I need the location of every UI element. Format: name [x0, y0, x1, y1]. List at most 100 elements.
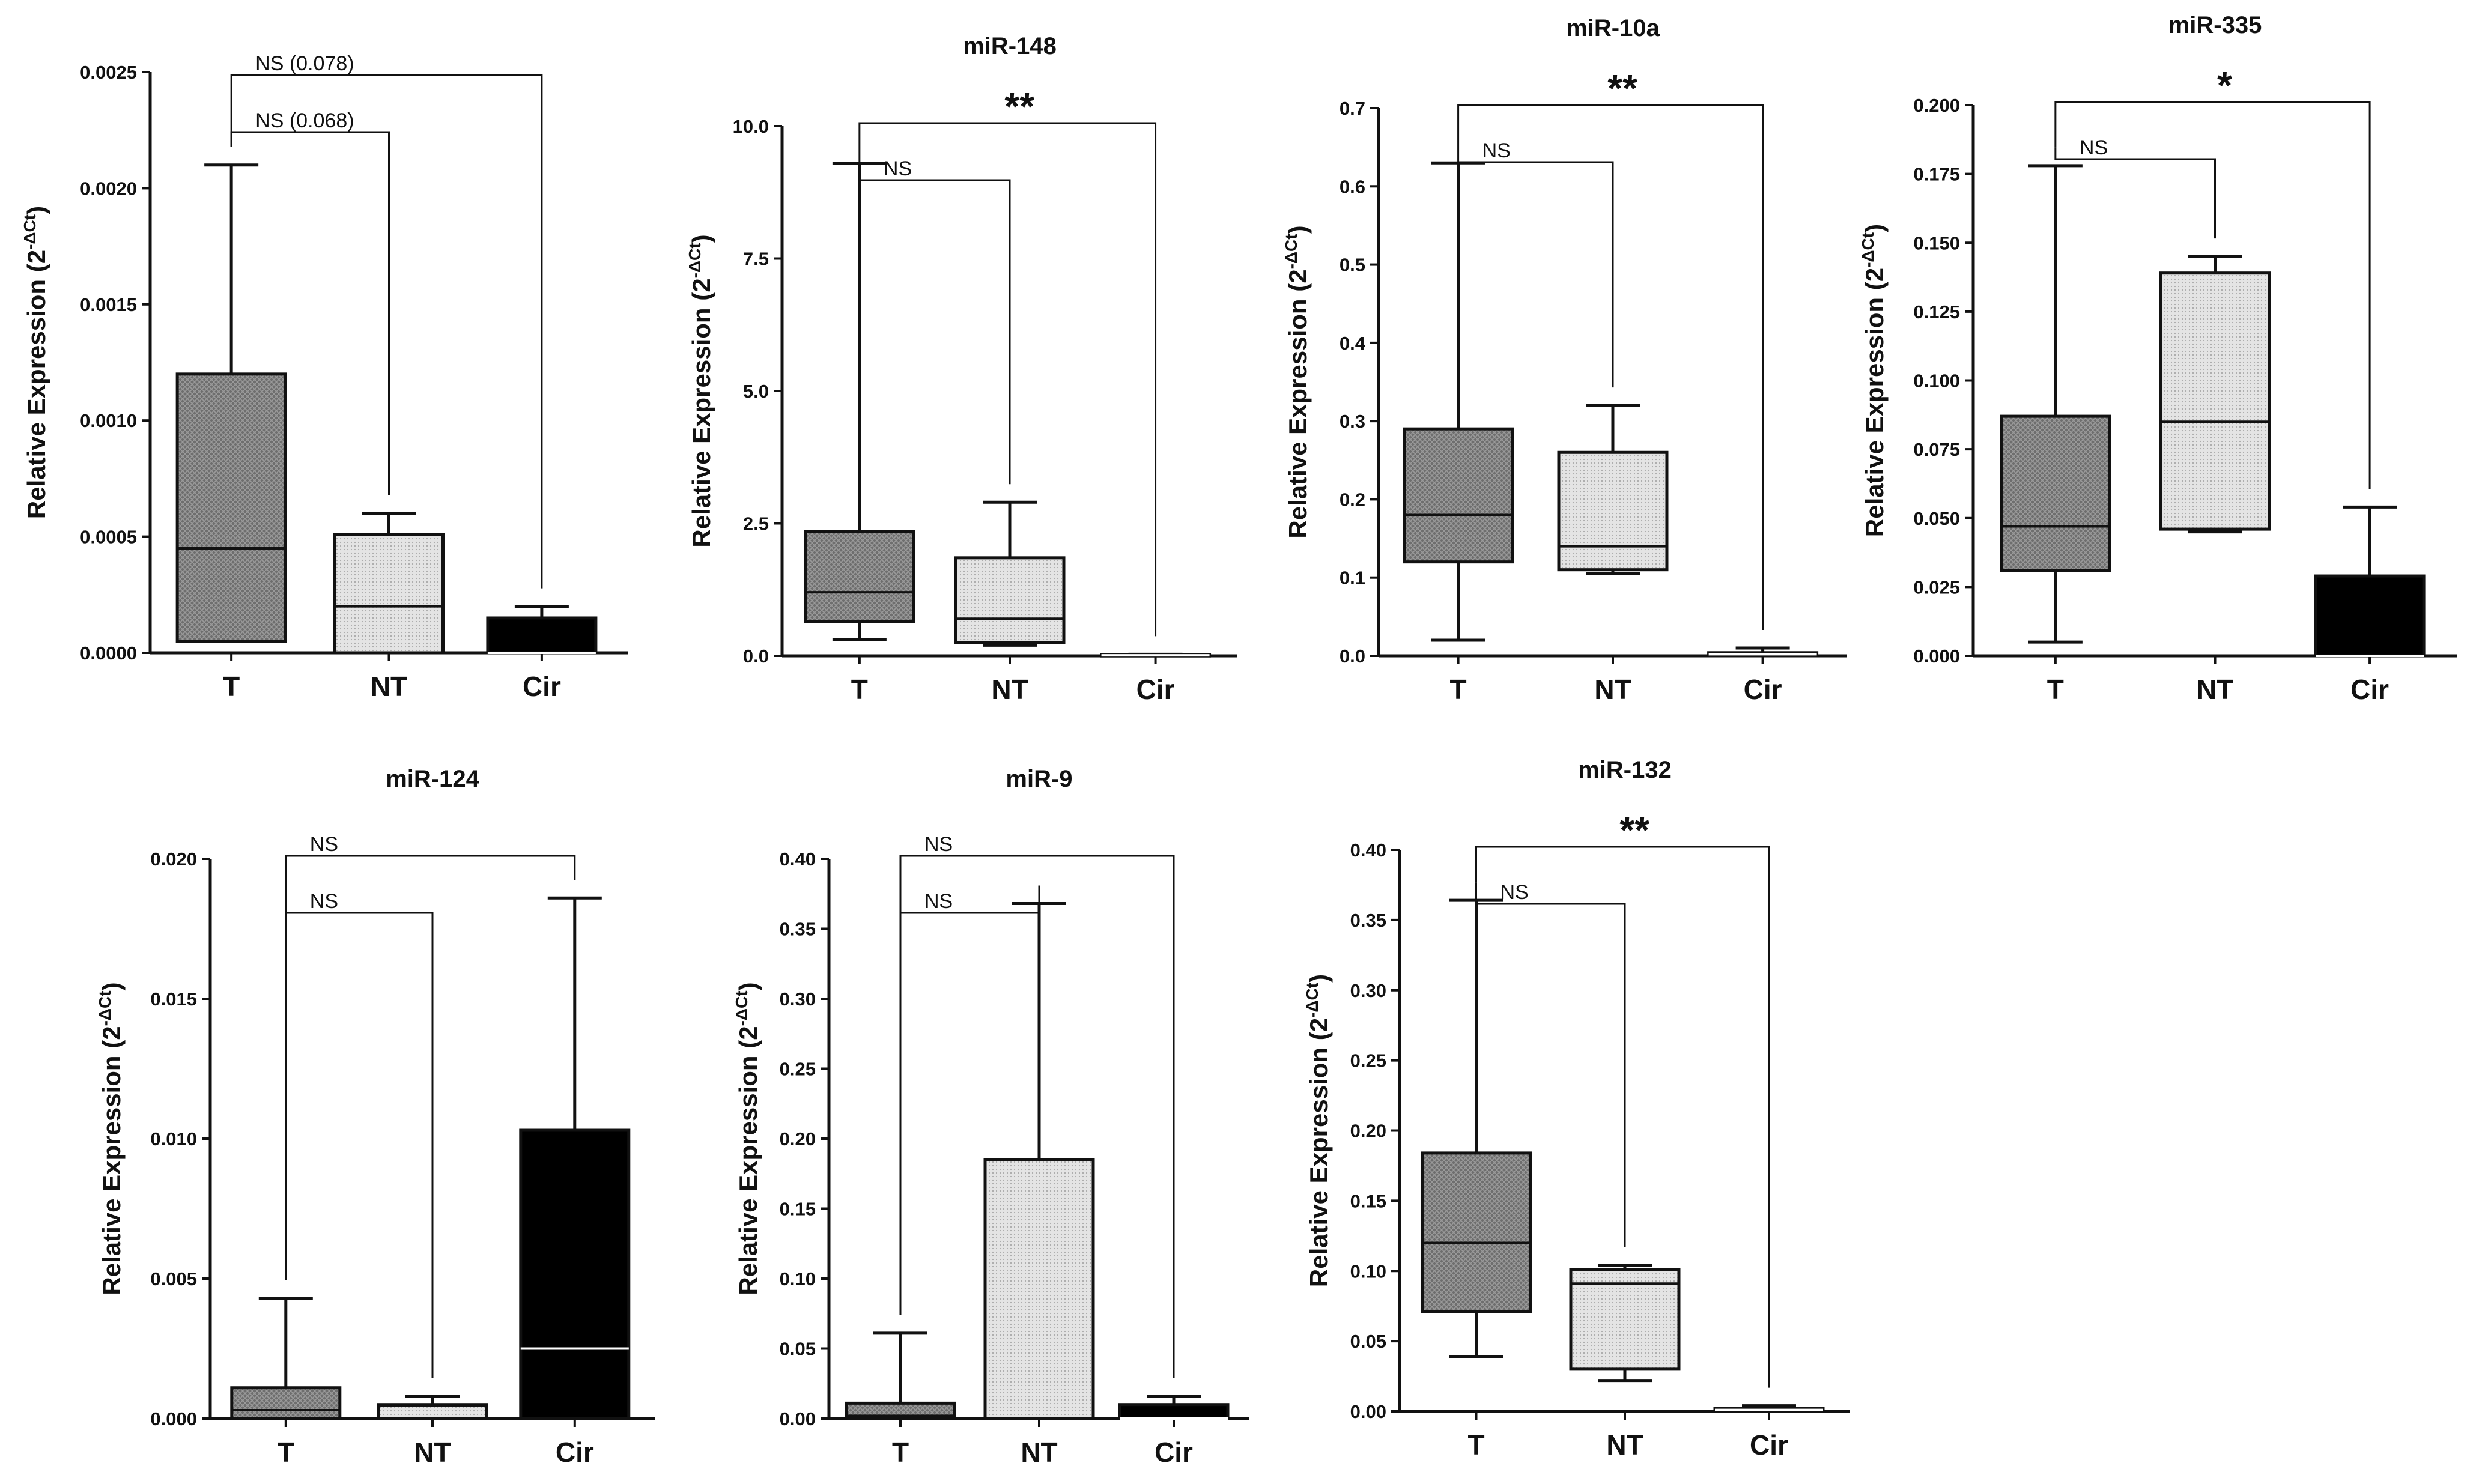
significance-label: NS	[310, 890, 338, 913]
x-category-label-cir: Cir	[1155, 1437, 1193, 1468]
significance-bracket	[899, 855, 1175, 1378]
significance-label: NS	[310, 833, 338, 856]
y-tick-label: 0.1	[1340, 568, 1365, 589]
y-tick-label: 0.3	[1340, 411, 1365, 432]
y-tick-label: 0.40	[1350, 840, 1386, 861]
comparison-t-cir: **	[1457, 67, 1764, 630]
y-tick-label: 0.25	[1350, 1050, 1386, 1071]
x-category-label-t: T	[851, 674, 868, 705]
y-axis-label-main: Relative Expression (2	[1284, 269, 1312, 538]
box-cir	[1707, 646, 1819, 658]
comparison-t-nt: NS	[285, 890, 434, 1378]
significance-stars: **	[1004, 85, 1034, 128]
box-body	[486, 616, 598, 655]
y-tick-label: 0.35	[780, 919, 816, 940]
x-category-label-t: T	[278, 1437, 294, 1468]
box-nt	[377, 1395, 488, 1420]
y-tick-label: 0.125	[1913, 301, 1960, 323]
comparison-t-cir: NS	[285, 833, 576, 1280]
significance-bracket	[858, 145, 1011, 485]
x-category-label-nt: NT	[1594, 674, 1631, 705]
box-cir	[1100, 652, 1212, 658]
x-category-label-cir: Cir	[1750, 1429, 1788, 1461]
significance-stars: *	[2217, 64, 2232, 107]
panel-mir-148: miR-148 0.0 2.5 5.0 7.5 10.0 Relative Expressi…	[685, 33, 1237, 705]
significance-bracket	[1457, 104, 1764, 630]
box-nt	[1557, 404, 1669, 575]
box-nt	[2159, 255, 2271, 534]
y-tick-label: 0.000	[150, 1408, 197, 1429]
x-category-label-nt: NT	[1606, 1429, 1643, 1461]
y-tick-label: 0.4	[1340, 333, 1366, 354]
y-tick-label: 0.05	[780, 1339, 816, 1360]
box-cir	[2314, 505, 2426, 658]
y-tick-label: 0.20	[1350, 1121, 1386, 1142]
box-nt	[954, 500, 1066, 647]
significance-bracket	[1475, 882, 1626, 1247]
significance-label: NS	[884, 157, 912, 180]
box-nt	[333, 512, 445, 655]
x-category-label-t: T	[892, 1437, 909, 1468]
box-body	[175, 372, 287, 643]
y-tick-label: 0.15	[780, 1199, 816, 1220]
y-axis-label: Relative Expression (2-ΔCt)	[1858, 224, 1889, 537]
x-category-label-cir: Cir	[523, 671, 561, 702]
y-axis-label-close: )	[734, 982, 762, 990]
y-tick-label: 7.5	[743, 249, 769, 270]
y-tick-label: 0.150	[1913, 232, 1960, 253]
y-tick-label: 0.020	[150, 849, 197, 870]
box-t	[175, 163, 287, 643]
y-axis-label-main: Relative Expression (2	[22, 250, 50, 519]
y-axis-label-superscript: -ΔCt	[1282, 234, 1300, 269]
y-tick-label: 10.0	[733, 116, 769, 137]
y-tick-label: 0.0005	[80, 527, 137, 548]
y-tick-label: 0.010	[150, 1128, 197, 1149]
comparison-t-cir: **	[1475, 808, 1770, 1388]
y-tick-label: 0.075	[1913, 439, 1960, 460]
box-body	[230, 1386, 342, 1420]
y-axis-label-superscript: -ΔCt	[685, 243, 704, 278]
x-category-label-nt: NT	[371, 671, 407, 702]
y-tick-label: 0.05	[1350, 1331, 1386, 1352]
significance-label: NS	[924, 833, 953, 856]
y-tick-label: 0.0025	[80, 62, 137, 83]
x-category-label-cir: Cir	[1744, 674, 1782, 705]
y-tick-label: 0.0	[1340, 646, 1365, 667]
y-tick-label: 0.200	[1913, 95, 1960, 116]
box-body	[954, 556, 1066, 644]
box-t	[1421, 898, 1532, 1358]
y-axis-label: Relative Expression (2-ΔCt)	[20, 206, 50, 519]
y-tick-label: 0.10	[780, 1268, 816, 1289]
box-body	[1569, 1268, 1681, 1371]
y-tick-label: 0.7	[1340, 98, 1365, 119]
significance-label: NS (0.078)	[255, 52, 354, 75]
y-tick-label: 0.0000	[80, 643, 137, 664]
y-tick-label: 0.0020	[80, 178, 137, 199]
y-tick-label: 0.0010	[80, 410, 137, 431]
comparison-t-nt: NS	[1457, 139, 1614, 388]
significance-bracket	[858, 122, 1157, 637]
box-nt	[1569, 1264, 1681, 1383]
y-tick-label: 0.025	[1913, 577, 1960, 598]
significance-bracket	[285, 912, 434, 1378]
x-category-label-t: T	[1450, 674, 1467, 705]
box-cir	[1118, 1395, 1230, 1420]
box-t	[2000, 164, 2111, 644]
y-tick-label: 2.5	[743, 513, 769, 535]
panel-mir-132: miR-132 0.00 0.05 0.10 0.15 0.20 0.25 0.30 0.35 0…	[1303, 757, 1850, 1461]
y-tick-label: 0.10	[1350, 1261, 1386, 1282]
y-tick-label: 0.00	[780, 1408, 816, 1429]
comparison-t-cir: *	[2054, 64, 2371, 489]
y-axis-label-close: )	[97, 982, 126, 990]
y-tick-label: 0.35	[1350, 910, 1386, 931]
panel-mir-335: miR-335 0.000 0.025 0.050 0.075 0.100 0.125 0.1…	[1858, 12, 2457, 705]
box-t	[804, 162, 915, 642]
y-axis-label: Relative Expression (2-ΔCt)	[732, 982, 762, 1295]
y-axis-label-main: Relative Expression (2	[687, 278, 715, 547]
y-tick-label: 0.6	[1340, 176, 1365, 197]
x-category-label-nt: NT	[2197, 674, 2233, 705]
panel-mir-7: miR-70.00000.00050.00100.00150.00200.002…	[20, 52, 628, 702]
box-body	[519, 1128, 631, 1420]
significance-label: NS	[1482, 139, 1511, 162]
x-category-label-cir: Cir	[2350, 674, 2389, 705]
